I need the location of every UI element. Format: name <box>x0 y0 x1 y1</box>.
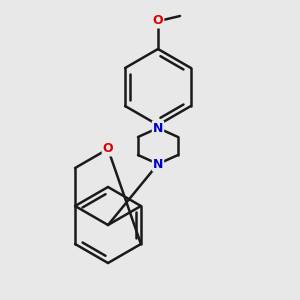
Text: O: O <box>153 14 163 28</box>
Text: N: N <box>153 122 163 134</box>
Text: O: O <box>103 142 113 155</box>
Text: N: N <box>153 158 163 170</box>
